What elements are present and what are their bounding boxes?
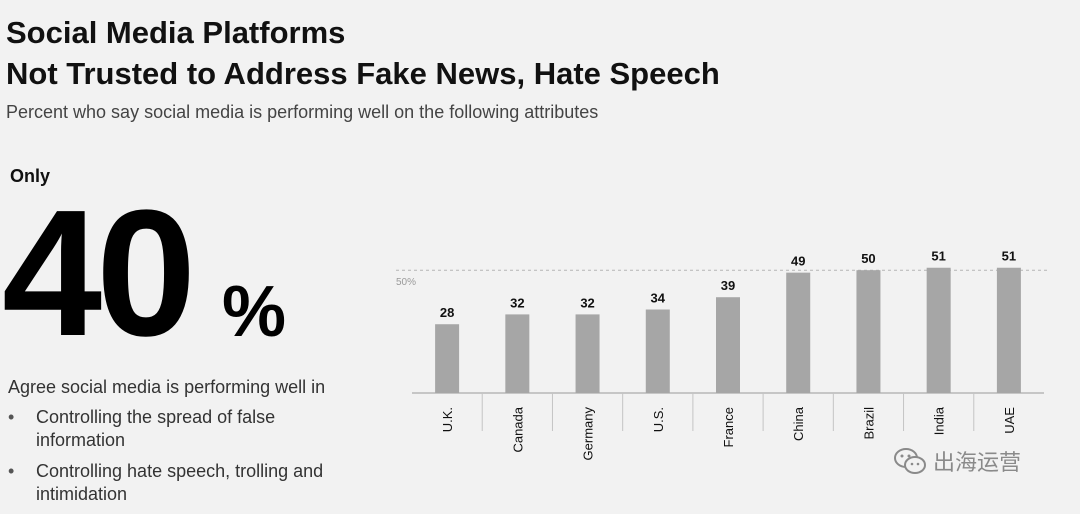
- bar: [856, 270, 881, 393]
- tick-label: Germany: [581, 407, 596, 461]
- callout-bullet: Controlling hate speech, trolling and in…: [8, 460, 348, 506]
- data-label: 51: [931, 249, 945, 264]
- callout-bullet: Controlling the spread of false informat…: [8, 406, 348, 452]
- data-label: 32: [510, 295, 524, 310]
- bar: [575, 314, 600, 393]
- data-label: 28: [440, 305, 454, 320]
- callout-description: Agree social media is performing well in: [8, 377, 326, 397]
- chart-subtitle: Percent who say social media is performi…: [6, 102, 599, 122]
- bar: [716, 297, 740, 393]
- bar: [645, 309, 670, 393]
- callout-prefix: Only: [10, 166, 51, 186]
- reference-line-label: 50%: [396, 277, 416, 288]
- bar: [505, 314, 530, 393]
- bar: [435, 324, 460, 393]
- callout-value: 40: [2, 173, 196, 374]
- tick-label: U.S.: [651, 407, 666, 432]
- callout-bullet-list: Controlling the spread of false informat…: [8, 406, 348, 514]
- tick-label: France: [721, 407, 736, 447]
- tick-label: India: [932, 406, 947, 435]
- data-label: 34: [651, 290, 666, 305]
- tick-label: UAE: [1002, 407, 1017, 434]
- data-label: 32: [580, 295, 594, 310]
- data-label: 51: [1002, 249, 1016, 264]
- chart-title: Social Media Platforms Not Trusted to Ad…: [6, 12, 720, 94]
- watermark: 出海运营: [893, 445, 1021, 477]
- title-line-1: Social Media Platforms: [6, 15, 346, 50]
- bar: [786, 272, 811, 393]
- callout-unit: %: [222, 272, 287, 352]
- bar: [926, 267, 951, 393]
- data-label: 39: [721, 278, 735, 293]
- watermark-text: 出海运营: [933, 450, 1022, 475]
- tick-label: China: [791, 406, 806, 441]
- tick-label: Brazil: [861, 407, 876, 440]
- tick-label: U.K.: [440, 407, 455, 432]
- data-label: 49: [791, 254, 805, 269]
- bar: [996, 267, 1021, 393]
- wechat-icon: [894, 448, 926, 474]
- data-label: 50: [861, 251, 875, 266]
- title-line-2: Not Trusted to Address Fake News, Hate S…: [6, 56, 720, 91]
- tick-label: Canada: [510, 406, 525, 452]
